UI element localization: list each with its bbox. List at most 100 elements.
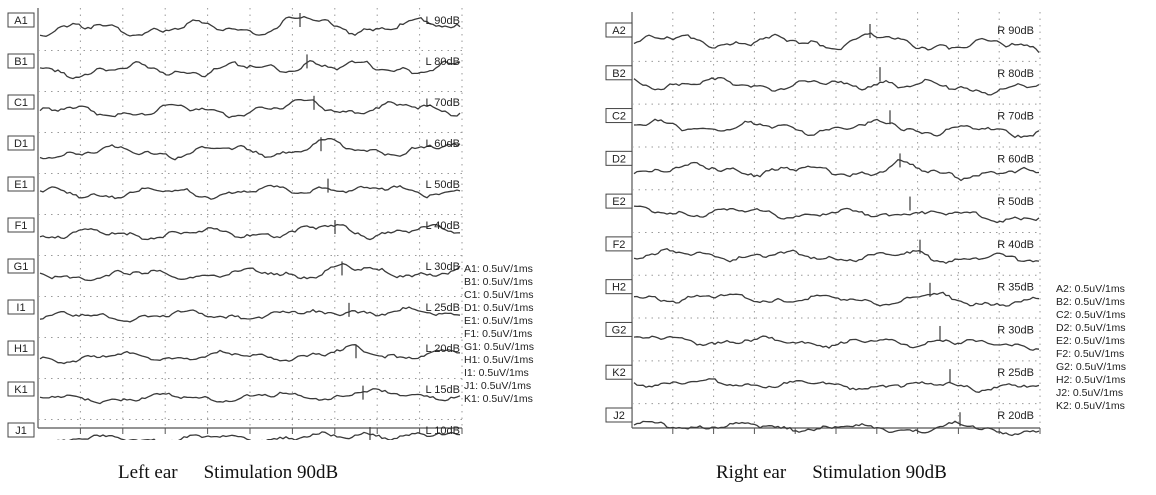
right-ear-label: Right ear — [716, 462, 787, 483]
trace-id-box — [605, 321, 633, 337]
trace-id-label: C1 — [14, 97, 28, 109]
stimulus-level-label: R 60dB — [997, 153, 1034, 165]
scale-legend-entry: E2: 0.5uV/1ms — [1056, 335, 1125, 347]
trace-id-label: F2 — [613, 239, 626, 251]
waveform-C1 — [39, 99, 461, 119]
trace-id-label: D2 — [612, 153, 626, 165]
stimulus-level-label: L 60dB — [426, 138, 460, 150]
waveform-E1 — [39, 184, 461, 200]
right-ear-abr-panel: A2 R 90dB B2 R 80dB C2 R 70dB D2 R 60dB E2 R 50dB… — [600, 0, 1156, 440]
trace-id-label: E1 — [14, 179, 27, 191]
scale-legend-entry: G1: 0.5uV/1ms — [464, 341, 534, 353]
trace-id-box — [7, 12, 35, 28]
stimulus-level-label: L 90dB — [426, 15, 460, 27]
left-stimulation-label: Stimulation 90dB — [203, 462, 339, 483]
trace-id-label: B1 — [14, 56, 27, 68]
waveform-A2 — [633, 32, 1040, 54]
scale-legend-entry: A2: 0.5uV/1ms — [1056, 283, 1125, 295]
trace-id-box — [605, 65, 633, 81]
waveform-F2 — [633, 247, 1040, 265]
scale-legend-entry: K1: 0.5uV/1ms — [464, 393, 533, 405]
trace-id-box — [7, 381, 35, 397]
stimulus-level-label: R 80dB — [997, 68, 1034, 80]
trace-id-box — [605, 150, 633, 166]
trace-id-box — [7, 422, 35, 438]
stimulus-level-label: R 25dB — [997, 367, 1034, 379]
stimulus-level-label: L 20dB — [426, 343, 460, 355]
trace-id-label: C2 — [612, 111, 626, 123]
trace-id-box — [7, 176, 35, 192]
left-caption: Left ear Stimulation 90dB — [118, 462, 364, 484]
stimulus-level-label: L 50dB — [426, 179, 460, 191]
trace-id-box — [7, 340, 35, 356]
waveform-G1 — [39, 263, 461, 282]
trace-id-label: H1 — [14, 343, 28, 355]
trace-id-label: G2 — [612, 324, 627, 336]
stimulus-level-label: L 15dB — [426, 384, 460, 396]
waveform-K2 — [633, 378, 1040, 393]
scale-legend-entry: F1: 0.5uV/1ms — [464, 328, 532, 340]
left-ear-abr-panel: A1 L 90dB B1 L 80dB C1 L 70dB D1 L 60dB E1 L 50dB… — [0, 0, 560, 440]
trace-id-label: K2 — [612, 367, 625, 379]
left-ear-waveform-chart: A1 L 90dB B1 L 80dB C1 L 70dB D1 L 60dB E1 L 50dB… — [7, 8, 534, 440]
stimulus-level-label: R 70dB — [997, 111, 1034, 123]
stimulus-level-label: L 40dB — [426, 220, 460, 232]
scale-legend-entry: B1: 0.5uV/1ms — [464, 276, 533, 288]
stimulus-level-label: R 35dB — [997, 282, 1034, 294]
trace-id-label: A2 — [612, 25, 625, 37]
stimulus-level-label: L 10dB — [426, 425, 460, 437]
trace-id-box — [605, 108, 633, 124]
trace-id-box — [7, 53, 35, 69]
trace-id-box — [605, 279, 633, 295]
stimulus-level-label: R 90dB — [997, 25, 1034, 37]
waveform-B1 — [39, 60, 461, 80]
scale-legend-entry: D1: 0.5uV/1ms — [464, 302, 533, 314]
trace-id-label: F1 — [15, 220, 28, 232]
waveform-G2 — [633, 335, 1040, 351]
trace-id-box — [7, 94, 35, 110]
scale-legend-entry: B2: 0.5uV/1ms — [1056, 296, 1125, 308]
trace-id-label: E2 — [612, 196, 625, 208]
waveform-J2 — [633, 420, 1040, 437]
scale-legend-entry: G2: 0.5uV/1ms — [1056, 361, 1126, 373]
trace-id-label: K1 — [14, 384, 27, 396]
waveform-B2 — [633, 76, 1040, 96]
waveform-D2 — [633, 158, 1040, 182]
scale-legend-entry: K2: 0.5uV/1ms — [1056, 400, 1125, 412]
trace-id-label: G1 — [14, 261, 29, 273]
scale-legend-entry: E1: 0.5uV/1ms — [464, 315, 533, 327]
right-stimulation-label: Stimulation 90dB — [812, 462, 947, 483]
left-ear-label: Left ear — [118, 462, 178, 483]
scale-legend-entry: J2: 0.5uV/1ms — [1056, 387, 1123, 399]
stimulus-level-label: L 70dB — [426, 97, 460, 109]
scale-legend-entry: I1: 0.5uV/1ms — [464, 367, 529, 379]
waveform-E2 — [633, 205, 1040, 224]
stimulus-level-label: L 25dB — [426, 302, 460, 314]
trace-id-label: D1 — [14, 138, 28, 150]
trace-id-label: J1 — [15, 425, 27, 437]
scale-legend-entry: C1: 0.5uV/1ms — [464, 289, 533, 301]
trace-id-box — [605, 22, 633, 38]
trace-id-box — [605, 236, 633, 252]
waveform-I1 — [39, 306, 461, 323]
trace-id-label: H2 — [612, 282, 626, 294]
waveform-D1 — [39, 137, 461, 161]
trace-id-box — [7, 299, 35, 315]
stimulus-level-label: R 50dB — [997, 196, 1034, 208]
waveform-F1 — [39, 223, 461, 241]
trace-id-box — [605, 364, 633, 380]
waveform-A1 — [39, 15, 461, 37]
trace-id-box — [605, 407, 633, 423]
stimulus-level-label: R 40dB — [997, 239, 1034, 251]
waveform-H1 — [39, 344, 461, 365]
waveform-J1 — [51, 431, 461, 440]
scale-legend-entry: H1: 0.5uV/1ms — [464, 354, 533, 366]
trace-id-box — [7, 258, 35, 274]
stimulus-level-label: R 20dB — [997, 410, 1034, 422]
scale-legend-entry: D2: 0.5uV/1ms — [1056, 322, 1125, 334]
trace-id-label: J2 — [613, 410, 625, 422]
right-caption: Right ear Stimulation 90dB — [716, 462, 973, 484]
trace-id-box — [7, 135, 35, 151]
waveform-K1 — [39, 388, 461, 405]
waveform-H2 — [633, 291, 1040, 307]
